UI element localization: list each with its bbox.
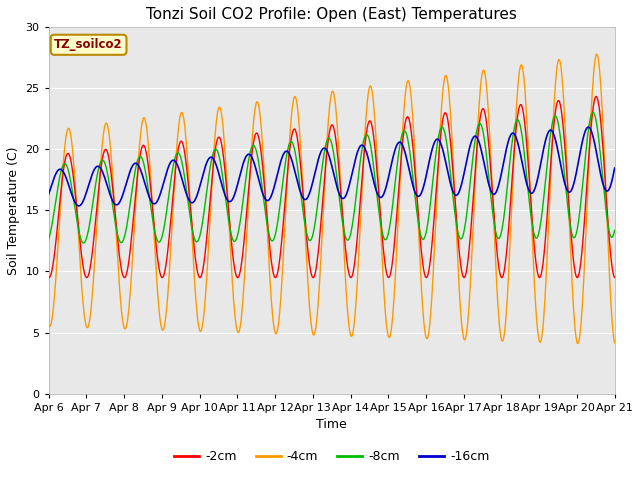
Legend: -2cm, -4cm, -8cm, -16cm: -2cm, -4cm, -8cm, -16cm	[169, 445, 494, 468]
X-axis label: Time: Time	[316, 418, 347, 431]
Text: TZ_soilco2: TZ_soilco2	[54, 38, 123, 51]
Title: Tonzi Soil CO2 Profile: Open (East) Temperatures: Tonzi Soil CO2 Profile: Open (East) Temp…	[146, 7, 517, 22]
Y-axis label: Soil Temperature (C): Soil Temperature (C)	[7, 146, 20, 275]
